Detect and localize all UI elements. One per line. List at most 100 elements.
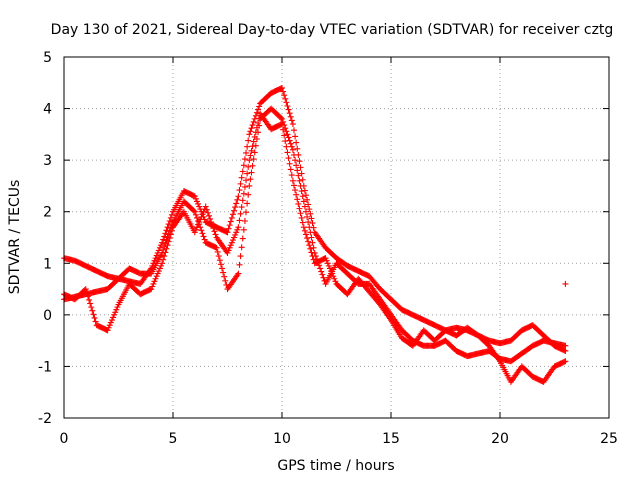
data-point bbox=[196, 219, 203, 226]
data-point bbox=[148, 286, 155, 293]
data-point bbox=[304, 235, 311, 242]
x-tick-label: 10 bbox=[273, 431, 291, 447]
y-axis-label: SDTVAR / TECUs bbox=[7, 180, 23, 295]
data-point bbox=[307, 229, 314, 236]
data-point bbox=[292, 157, 299, 164]
data-point bbox=[104, 327, 111, 334]
data-point bbox=[287, 140, 294, 147]
data-point bbox=[226, 244, 233, 251]
data-point bbox=[297, 210, 304, 217]
data-point bbox=[204, 209, 211, 216]
y-tick-label: 5 bbox=[43, 50, 52, 66]
data-point bbox=[156, 265, 163, 272]
data-point bbox=[301, 227, 308, 234]
data-point bbox=[304, 196, 311, 203]
data-point bbox=[150, 280, 157, 287]
data-point bbox=[149, 283, 156, 290]
data-point bbox=[152, 275, 159, 282]
data-point bbox=[279, 115, 285, 122]
data-point bbox=[216, 257, 223, 264]
data-point bbox=[299, 193, 306, 200]
y-tick-label: 2 bbox=[43, 205, 52, 221]
data-point bbox=[332, 278, 339, 285]
data-point bbox=[235, 270, 242, 277]
data-point bbox=[240, 226, 247, 233]
data-point bbox=[302, 231, 309, 238]
data-point bbox=[240, 190, 247, 197]
grid-lines bbox=[64, 57, 609, 418]
data-point bbox=[228, 239, 235, 246]
data-point bbox=[300, 198, 307, 205]
data-point bbox=[284, 131, 291, 138]
data-point bbox=[286, 110, 293, 117]
data-point bbox=[107, 319, 114, 326]
data-point bbox=[305, 219, 312, 226]
data-point bbox=[164, 224, 171, 231]
data-point bbox=[238, 174, 245, 181]
data-point bbox=[212, 231, 219, 238]
data-point bbox=[294, 167, 301, 174]
data-point bbox=[214, 248, 221, 255]
data-point bbox=[289, 177, 296, 184]
data-point bbox=[247, 152, 254, 159]
data-point bbox=[106, 322, 113, 329]
data-point bbox=[91, 314, 98, 321]
data-point bbox=[295, 200, 302, 207]
data-point bbox=[319, 271, 326, 278]
data-point bbox=[193, 198, 200, 205]
data-point bbox=[199, 230, 206, 237]
data-point bbox=[165, 221, 172, 228]
isolated-data-point bbox=[562, 280, 569, 287]
data-point bbox=[83, 289, 90, 296]
data-point bbox=[302, 192, 309, 199]
data-point bbox=[251, 149, 258, 156]
data-point bbox=[250, 118, 257, 125]
x-tick-label: 15 bbox=[382, 431, 400, 447]
data-point bbox=[213, 244, 220, 251]
data-point bbox=[237, 180, 244, 187]
data-point bbox=[207, 215, 214, 222]
data-point bbox=[190, 207, 197, 214]
data-point bbox=[290, 182, 297, 189]
data-point bbox=[330, 273, 337, 280]
data-point bbox=[155, 268, 162, 275]
data-point bbox=[283, 143, 290, 150]
data-point bbox=[320, 274, 327, 281]
data-point bbox=[298, 214, 305, 221]
data-point bbox=[108, 317, 115, 324]
data-point bbox=[249, 162, 256, 169]
axis-ticks: 0 5 10 15 20 25 -2 -1 0 1 2 3 4 5 bbox=[38, 50, 618, 447]
data-point bbox=[256, 103, 263, 110]
data-point bbox=[307, 210, 314, 217]
data-point bbox=[229, 237, 236, 244]
data-point bbox=[208, 219, 215, 226]
data-point bbox=[280, 126, 287, 133]
data-point bbox=[299, 219, 306, 226]
data-point bbox=[306, 242, 313, 249]
data-point bbox=[323, 257, 330, 264]
data-point bbox=[255, 120, 262, 127]
data-point bbox=[309, 220, 316, 227]
data-point bbox=[562, 342, 569, 349]
data-point bbox=[224, 249, 231, 256]
data-point bbox=[198, 227, 205, 234]
data-point bbox=[255, 106, 262, 113]
data-point bbox=[229, 211, 236, 218]
data-point bbox=[161, 253, 168, 260]
data-point bbox=[112, 309, 119, 316]
data-point bbox=[290, 127, 297, 134]
data-point bbox=[246, 157, 253, 164]
data-point bbox=[297, 164, 304, 171]
data-point bbox=[298, 188, 305, 195]
data-point bbox=[249, 143, 256, 150]
data-point bbox=[318, 268, 325, 275]
data-point bbox=[299, 176, 306, 183]
data-point bbox=[231, 234, 238, 241]
data-point bbox=[309, 239, 316, 246]
data-point bbox=[237, 210, 244, 217]
data-point bbox=[253, 124, 260, 131]
data-point bbox=[87, 300, 94, 307]
data-point bbox=[197, 216, 204, 223]
data-point bbox=[90, 311, 97, 318]
